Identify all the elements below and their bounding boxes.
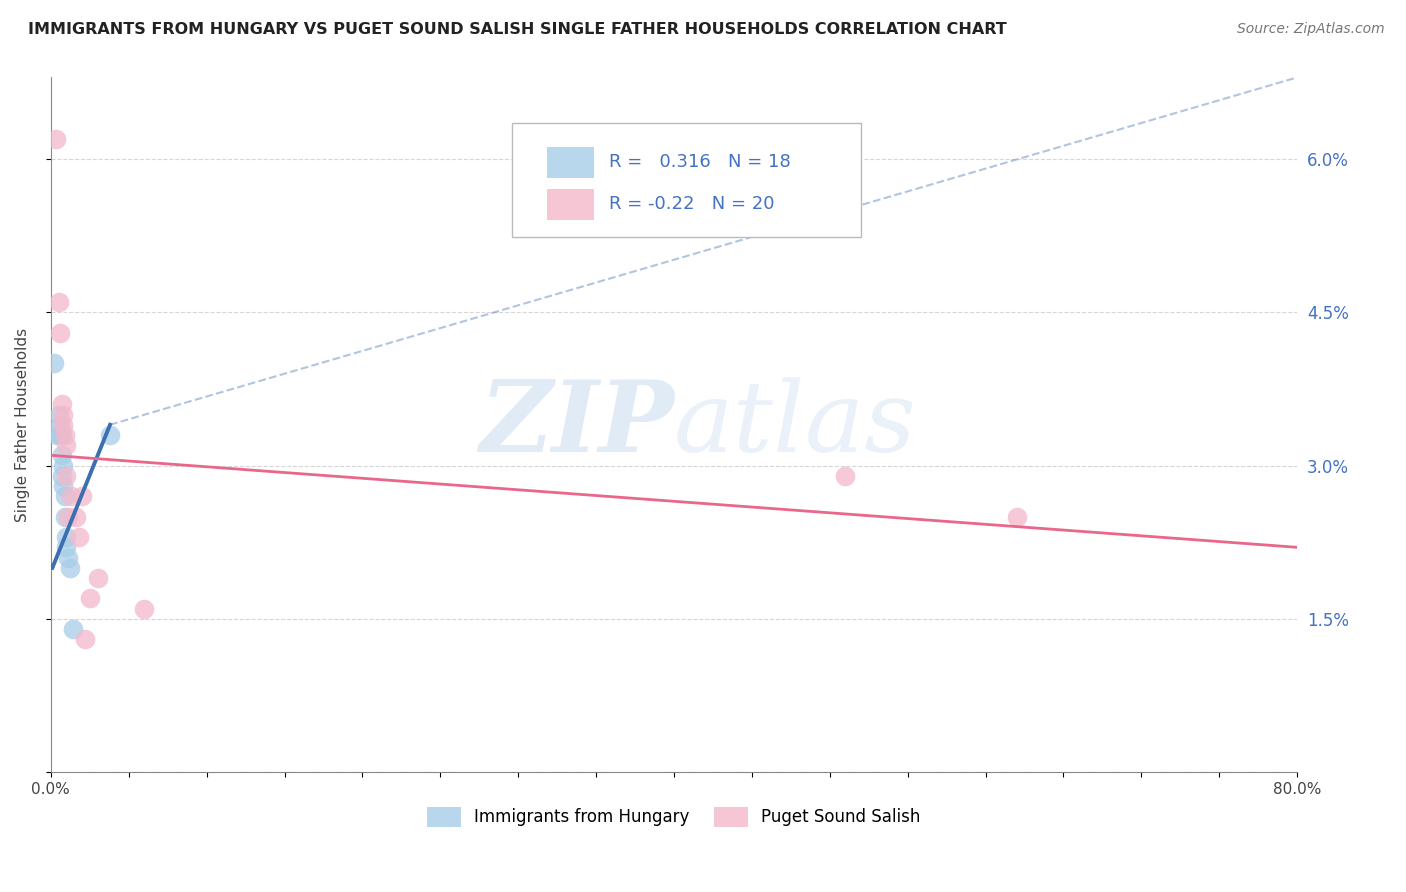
Point [51,428,73,442]
FancyBboxPatch shape [547,147,595,178]
Point [53,509,76,524]
Point [49,417,72,432]
Point [67,530,90,544]
Point [52,408,75,422]
Point [55,530,77,544]
Point [53,489,76,503]
Point [48,295,70,310]
Text: R = -0.22   N = 20: R = -0.22 N = 20 [609,194,775,213]
Text: atlas: atlas [673,377,917,473]
Point [65,509,87,524]
Point [55,541,77,555]
Point [98,428,121,442]
Legend: Immigrants from Hungary, Puget Sound Salish: Immigrants from Hungary, Puget Sound Sal… [420,801,927,833]
Point [52,479,75,493]
Point [55,438,77,452]
Point [134,601,156,615]
Point [44,132,66,146]
Point [79,591,101,606]
Point [86,571,108,585]
Text: ZIP: ZIP [479,376,673,473]
Point [51,468,73,483]
FancyBboxPatch shape [547,188,595,219]
Text: Source: ZipAtlas.com: Source: ZipAtlas.com [1237,22,1385,37]
Point [834,468,856,483]
Point [70,489,93,503]
Text: R =   0.316   N = 18: R = 0.316 N = 18 [609,153,792,171]
Point [52,417,75,432]
Point [49,326,72,340]
Point [52,458,75,473]
Point [1005,509,1028,524]
Point [58,560,80,574]
Point [49,428,72,442]
Point [56,550,79,565]
Point [48,408,70,422]
Point [53,428,76,442]
Y-axis label: Single Father Households: Single Father Households [15,327,30,522]
Point [51,397,73,411]
Point [51,449,73,463]
FancyBboxPatch shape [512,122,860,237]
Text: IMMIGRANTS FROM HUNGARY VS PUGET SOUND SALISH SINGLE FATHER HOUSEHOLDS CORRELATI: IMMIGRANTS FROM HUNGARY VS PUGET SOUND S… [28,22,1007,37]
Point [62,622,84,636]
Point [60,489,83,503]
Point [56,509,79,524]
Point [55,468,77,483]
Point [42,356,65,370]
Point [46,428,69,442]
Point [75,632,97,647]
